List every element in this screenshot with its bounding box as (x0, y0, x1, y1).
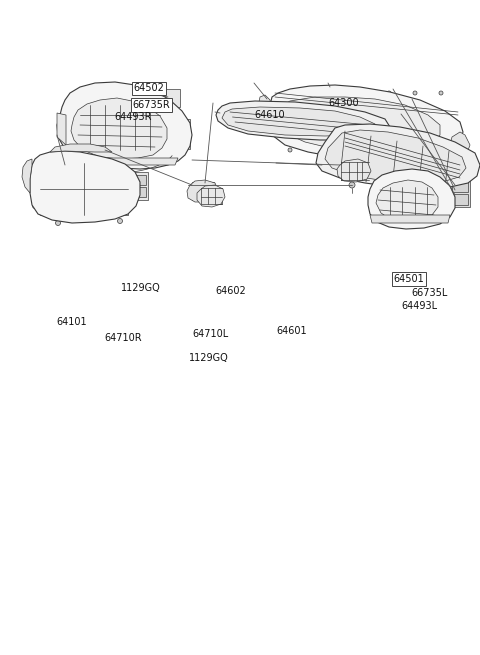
Circle shape (409, 208, 417, 216)
Polygon shape (370, 215, 450, 223)
Polygon shape (62, 158, 178, 165)
Circle shape (384, 148, 388, 152)
Bar (170, 119, 190, 149)
Polygon shape (450, 132, 470, 157)
Bar (450, 179, 470, 207)
Polygon shape (57, 82, 192, 169)
Bar (400, 129, 418, 143)
Bar (132, 187, 146, 197)
Polygon shape (368, 169, 455, 229)
Circle shape (361, 91, 365, 95)
Text: 1129GQ: 1129GQ (189, 353, 228, 364)
Bar (130, 172, 148, 200)
Bar (205, 191, 212, 198)
Circle shape (345, 110, 365, 130)
Circle shape (77, 149, 83, 153)
Bar (192, 182, 214, 200)
Circle shape (349, 182, 355, 188)
Polygon shape (316, 124, 480, 188)
Text: 64501: 64501 (394, 274, 424, 284)
Circle shape (381, 118, 399, 136)
Polygon shape (376, 180, 438, 221)
Polygon shape (187, 180, 218, 202)
Circle shape (118, 219, 122, 223)
Bar (452, 181, 468, 192)
Polygon shape (57, 113, 66, 145)
Bar (194, 191, 203, 198)
Bar (335, 127, 363, 145)
Circle shape (352, 148, 356, 152)
Text: 64610: 64610 (254, 109, 285, 120)
Bar (453, 137, 465, 153)
Circle shape (308, 113, 332, 137)
Polygon shape (267, 85, 463, 159)
Bar (172, 121, 188, 133)
Bar (341, 162, 369, 180)
Circle shape (413, 91, 417, 95)
Polygon shape (216, 101, 390, 140)
Circle shape (283, 91, 287, 95)
Text: 1129GQ: 1129GQ (121, 282, 161, 293)
Polygon shape (30, 151, 140, 223)
Text: 64601: 64601 (276, 326, 307, 336)
Circle shape (439, 91, 443, 95)
Circle shape (56, 221, 60, 225)
Bar (194, 183, 203, 189)
Circle shape (335, 91, 339, 95)
Bar (172, 135, 188, 147)
Text: 64602: 64602 (215, 286, 246, 296)
Text: 64493L: 64493L (401, 301, 437, 311)
Text: 66735L: 66735L (412, 288, 448, 299)
Polygon shape (197, 185, 225, 207)
Text: 64502: 64502 (133, 83, 164, 94)
Text: 64493R: 64493R (115, 111, 152, 122)
Circle shape (36, 159, 40, 164)
Bar (132, 175, 146, 185)
Circle shape (410, 127, 426, 143)
Bar (370, 130, 392, 145)
Polygon shape (325, 130, 466, 183)
Polygon shape (278, 97, 440, 150)
Bar (205, 183, 212, 189)
Bar (452, 194, 468, 205)
Polygon shape (337, 159, 371, 182)
Polygon shape (71, 98, 167, 159)
Bar (40, 163, 128, 215)
Bar (201, 188, 222, 204)
Circle shape (393, 195, 403, 205)
Circle shape (33, 204, 37, 208)
Circle shape (320, 148, 324, 152)
Text: 64710R: 64710R (105, 333, 142, 343)
Polygon shape (222, 107, 375, 136)
Circle shape (288, 148, 292, 152)
Circle shape (122, 160, 128, 166)
Circle shape (416, 148, 420, 152)
Text: 64300: 64300 (329, 98, 360, 108)
Bar (158, 89, 180, 107)
Circle shape (410, 192, 420, 202)
Polygon shape (22, 159, 32, 193)
Circle shape (387, 91, 391, 95)
Text: 64710L: 64710L (192, 329, 228, 339)
Text: 66735R: 66735R (132, 100, 170, 110)
Circle shape (309, 91, 313, 95)
Circle shape (133, 196, 139, 202)
Polygon shape (258, 95, 272, 125)
Polygon shape (50, 144, 112, 152)
Text: 64101: 64101 (57, 317, 87, 328)
